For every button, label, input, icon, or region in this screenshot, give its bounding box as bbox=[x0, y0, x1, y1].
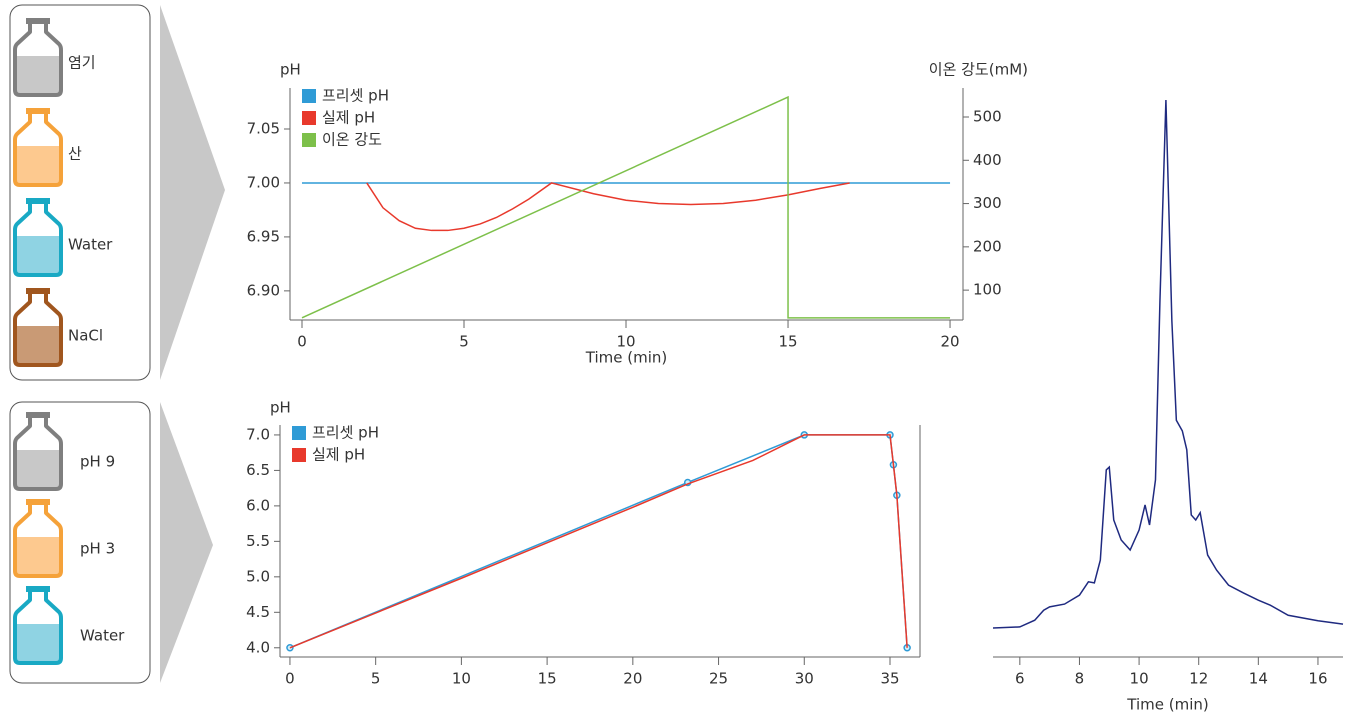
bottle bbox=[13, 288, 63, 367]
x-tick-label: 0 bbox=[285, 670, 295, 688]
data-line bbox=[289, 434, 908, 649]
y2-tick-label: 500 bbox=[973, 108, 1002, 126]
reagent-label: 산 bbox=[68, 145, 82, 163]
y-tick-label: 7.0 bbox=[246, 425, 270, 443]
reagent-label: NaCl bbox=[68, 327, 103, 345]
y-tick-label: 7.00 bbox=[247, 173, 280, 191]
legend-label: 실제 pH bbox=[322, 109, 375, 127]
legend-label: 이온 강도 bbox=[322, 131, 382, 149]
bottle-cap bbox=[26, 586, 50, 592]
x-tick-label: 8 bbox=[1075, 670, 1085, 688]
bottle-cap bbox=[26, 108, 50, 114]
legend-label: 프리셋 pH bbox=[312, 424, 379, 442]
x-tick-label: 6 bbox=[1015, 670, 1025, 688]
reagent-label: pH 9 bbox=[80, 453, 115, 471]
bottle-outline bbox=[13, 114, 63, 187]
bottle-liquid bbox=[16, 236, 60, 274]
y-axis-label: pH bbox=[270, 399, 291, 417]
legend-swatch bbox=[292, 448, 306, 462]
arrow bbox=[160, 402, 213, 683]
bottle-outline bbox=[13, 294, 63, 367]
x-tick-label: 0 bbox=[297, 333, 307, 351]
bottle-outline bbox=[13, 24, 63, 97]
bottle-liquid bbox=[16, 624, 60, 662]
bottle-outline bbox=[13, 505, 63, 578]
x-tick-label: 20 bbox=[940, 333, 959, 351]
y-tick-label: 4.5 bbox=[246, 603, 270, 621]
bottle-outline bbox=[13, 418, 63, 491]
x-tick-label: 5 bbox=[459, 333, 469, 351]
y-tick-label: 5.5 bbox=[246, 532, 270, 550]
bottle bbox=[13, 586, 63, 665]
y2-tick-label: 200 bbox=[973, 237, 1002, 255]
legend-swatch bbox=[292, 426, 306, 440]
y2-axis-label: 이온 강도(mM) bbox=[929, 61, 1028, 79]
bottle-outline bbox=[13, 204, 63, 277]
legend-swatch bbox=[302, 111, 316, 125]
y-tick-label: 4.0 bbox=[246, 638, 270, 656]
x-tick-label: 15 bbox=[778, 333, 797, 351]
bottle bbox=[13, 499, 63, 578]
y-tick-label: 6.5 bbox=[246, 461, 270, 479]
legend-label: 프리셋 pH bbox=[322, 87, 389, 105]
bottle-liquid bbox=[16, 326, 60, 364]
legend-label: 실제 pH bbox=[312, 446, 365, 464]
bottle bbox=[13, 412, 63, 491]
x-tick-label: 5 bbox=[371, 670, 381, 688]
legend-swatch bbox=[302, 89, 316, 103]
reagent-label: Water bbox=[80, 627, 125, 645]
y-tick-label: 6.90 bbox=[247, 281, 280, 299]
bottle bbox=[13, 18, 63, 97]
bottle-outline bbox=[13, 592, 63, 665]
reagent-box bbox=[9, 4, 151, 381]
y2-tick-label: 400 bbox=[973, 151, 1002, 169]
x-tick-label: 12 bbox=[1189, 670, 1208, 688]
x-tick-label: 25 bbox=[709, 670, 728, 688]
x-axis-label: Time (min) bbox=[585, 349, 667, 367]
bottle-liquid bbox=[16, 146, 60, 184]
data-line bbox=[992, 99, 1344, 629]
bottle-cap bbox=[26, 18, 50, 24]
x-tick-label: 10 bbox=[1130, 670, 1149, 688]
x-tick-label: 35 bbox=[880, 670, 899, 688]
bottle bbox=[13, 198, 63, 277]
bottle-cap bbox=[26, 288, 50, 294]
data-line bbox=[301, 95, 951, 319]
y2-tick-label: 100 bbox=[973, 281, 1002, 299]
arrow bbox=[160, 5, 225, 380]
reagent-label: pH 3 bbox=[80, 540, 115, 558]
y-tick-label: 6.95 bbox=[247, 227, 280, 245]
reagent-label: Water bbox=[68, 236, 113, 254]
y2-tick-label: 300 bbox=[973, 194, 1002, 212]
x-tick-label: 10 bbox=[452, 670, 471, 688]
y-tick-label: 5.0 bbox=[246, 567, 270, 585]
bottle-cap bbox=[26, 499, 50, 505]
bottle-cap bbox=[26, 198, 50, 204]
x-axis-label: Time (min) bbox=[1126, 696, 1208, 714]
reagent-label: 염기 bbox=[68, 54, 96, 72]
x-tick-label: 10 bbox=[616, 333, 635, 351]
x-tick-label: 15 bbox=[538, 670, 557, 688]
legend-swatch bbox=[302, 133, 316, 147]
bottle-liquid bbox=[16, 56, 60, 94]
x-tick-label: 20 bbox=[623, 670, 642, 688]
data-line bbox=[366, 182, 850, 232]
bottle bbox=[13, 108, 63, 187]
y-tick-label: 7.05 bbox=[247, 120, 280, 138]
bottle-liquid bbox=[16, 450, 60, 488]
x-tick-label: 16 bbox=[1308, 670, 1327, 688]
y-axis-label: pH bbox=[280, 61, 301, 79]
bottle-cap bbox=[26, 412, 50, 418]
bottle-liquid bbox=[16, 537, 60, 575]
y-tick-label: 6.0 bbox=[246, 496, 270, 514]
x-tick-label: 14 bbox=[1249, 670, 1268, 688]
data-line bbox=[289, 434, 908, 649]
x-tick-label: 30 bbox=[795, 670, 814, 688]
reagent-box bbox=[9, 401, 151, 684]
